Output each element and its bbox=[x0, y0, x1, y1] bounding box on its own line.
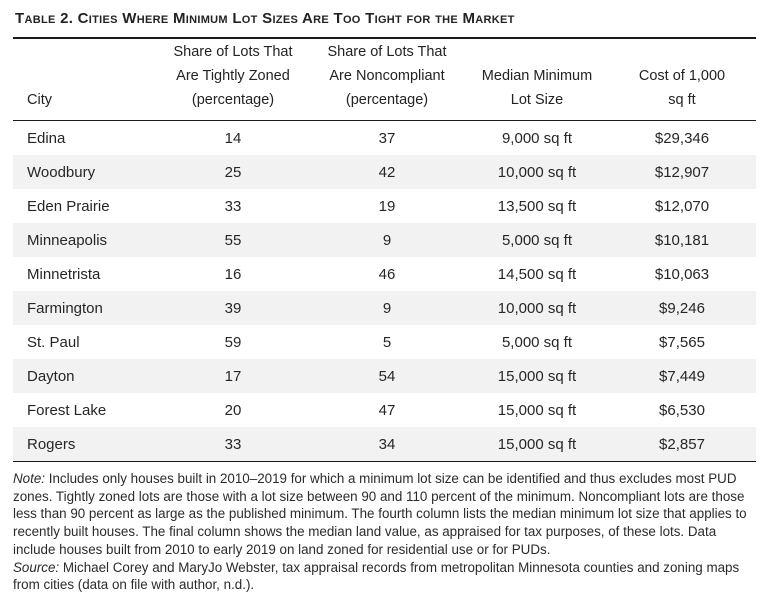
header-line: Share of Lots That bbox=[327, 44, 447, 60]
header-line: (percentage) bbox=[191, 92, 275, 108]
cell-noncompliant: 9 bbox=[382, 231, 392, 249]
cell-noncompliant: 46 bbox=[378, 265, 396, 283]
cell-tightly-zoned: 17 bbox=[224, 367, 242, 385]
cell-cost: $29,346 bbox=[654, 129, 710, 147]
table-row: St. Paul 59 5 5,000 sq ft $7,565 bbox=[13, 325, 756, 359]
cell-city: Dayton bbox=[27, 367, 75, 385]
cell-city: Forest Lake bbox=[27, 401, 107, 419]
header-cell-cost: Cost of 1,000 sq ft bbox=[608, 64, 756, 112]
top-rule bbox=[13, 37, 756, 39]
header-line: City bbox=[27, 92, 52, 108]
cell-city: Farmington bbox=[27, 299, 103, 317]
cell-city: Rogers bbox=[27, 435, 76, 453]
cell-tightly-zoned: 20 bbox=[224, 401, 242, 419]
cell-noncompliant: 9 bbox=[382, 299, 392, 317]
cell-noncompliant: 42 bbox=[378, 163, 396, 181]
cell-tightly-zoned: 33 bbox=[224, 435, 242, 453]
cell-tightly-zoned: 25 bbox=[224, 163, 242, 181]
header-line: Are Tightly Zoned bbox=[176, 68, 290, 84]
cell-noncompliant: 19 bbox=[378, 197, 396, 215]
cell-lot-size: 13,500 sq ft bbox=[497, 197, 577, 215]
cell-lot-size: 14,500 sq ft bbox=[497, 265, 577, 283]
table-row: Woodbury 25 42 10,000 sq ft $12,907 bbox=[13, 155, 756, 189]
table-row: Forest Lake 20 47 15,000 sq ft $6,530 bbox=[13, 393, 756, 427]
cell-lot-size: 15,000 sq ft bbox=[497, 367, 577, 385]
source-label: Source: bbox=[13, 559, 60, 575]
header-cell-noncompliant: Share of Lots That Are Noncompliant (per… bbox=[308, 40, 466, 112]
table-row: Minneapolis 55 9 5,000 sq ft $10,181 bbox=[13, 223, 756, 257]
cell-city: Minneapolis bbox=[27, 231, 108, 249]
cell-cost: $2,857 bbox=[659, 435, 705, 453]
header-line: sq ft bbox=[668, 92, 696, 108]
cell-cost: $12,907 bbox=[654, 163, 710, 181]
cell-noncompliant: 37 bbox=[378, 129, 396, 147]
header-cell-tightly-zoned: Share of Lots That Are Tightly Zoned (pe… bbox=[158, 40, 308, 112]
cell-cost: $7,565 bbox=[659, 333, 705, 351]
cell-city: Edina bbox=[27, 129, 66, 147]
header-cell-city: City bbox=[13, 88, 158, 112]
cell-tightly-zoned: 14 bbox=[224, 129, 242, 147]
table-row: Eden Prairie 33 19 13,500 sq ft $12,070 bbox=[13, 189, 756, 223]
cell-cost: $7,449 bbox=[659, 367, 705, 385]
table-row: Dayton 17 54 15,000 sq ft $7,449 bbox=[13, 359, 756, 393]
header-line: Share of Lots That bbox=[173, 44, 293, 60]
header-line: Are Noncompliant bbox=[329, 68, 445, 84]
header-line: Cost of 1,000 bbox=[638, 68, 726, 84]
cell-lot-size: 5,000 sq ft bbox=[501, 333, 573, 351]
cell-tightly-zoned: 33 bbox=[224, 197, 242, 215]
note-paragraph: Note: Includes only houses built in 2010… bbox=[13, 470, 756, 559]
cell-tightly-zoned: 39 bbox=[224, 299, 242, 317]
table-title: Table 2. Cities Where Minimum Lot Sizes … bbox=[15, 10, 515, 27]
cell-city: St. Paul bbox=[27, 333, 80, 351]
cell-noncompliant: 34 bbox=[378, 435, 396, 453]
source-text: Michael Corey and MaryJo Webster, tax ap… bbox=[13, 559, 740, 593]
cell-noncompliant: 54 bbox=[378, 367, 396, 385]
cell-lot-size: 15,000 sq ft bbox=[497, 401, 577, 419]
bottom-rule bbox=[13, 461, 756, 462]
table-row: Farmington 39 9 10,000 sq ft $9,246 bbox=[13, 291, 756, 325]
table-row: Edina 14 37 9,000 sq ft $29,346 bbox=[13, 121, 756, 155]
cell-city: Eden Prairie bbox=[27, 197, 110, 215]
table-row: Minnetrista 16 46 14,500 sq ft $10,063 bbox=[13, 257, 756, 291]
cell-tightly-zoned: 55 bbox=[224, 231, 242, 249]
table-header: City Share of Lots That Are Tightly Zone… bbox=[13, 39, 756, 121]
table-notes: Note: Includes only houses built in 2010… bbox=[13, 470, 756, 594]
cell-lot-size: 9,000 sq ft bbox=[501, 129, 573, 147]
header-line: Median Minimum bbox=[481, 68, 593, 84]
cell-city: Minnetrista bbox=[27, 265, 101, 283]
cell-lot-size: 10,000 sq ft bbox=[497, 163, 577, 181]
table-body: Edina 14 37 9,000 sq ft $29,346 Woodbury… bbox=[13, 121, 756, 461]
cell-lot-size: 15,000 sq ft bbox=[497, 435, 577, 453]
cell-city: Woodbury bbox=[27, 163, 96, 181]
note-text: Includes only houses built in 2010–2019 … bbox=[13, 471, 747, 557]
cell-cost: $6,530 bbox=[659, 401, 705, 419]
cell-tightly-zoned: 16 bbox=[224, 265, 242, 283]
cell-noncompliant: 47 bbox=[378, 401, 396, 419]
cell-cost: $12,070 bbox=[654, 197, 710, 215]
header-line: Lot Size bbox=[510, 92, 564, 108]
note-label: Note: bbox=[13, 471, 46, 486]
header-line: (percentage) bbox=[345, 92, 429, 108]
cell-cost: $10,063 bbox=[654, 265, 710, 283]
cell-cost: $10,181 bbox=[654, 231, 710, 249]
cell-lot-size: 10,000 sq ft bbox=[497, 299, 577, 317]
header-cell-lot-size: Median Minimum Lot Size bbox=[466, 64, 608, 112]
cell-cost: $9,246 bbox=[659, 299, 705, 317]
cell-tightly-zoned: 59 bbox=[224, 333, 242, 351]
table-row: Rogers 33 34 15,000 sq ft $2,857 bbox=[13, 427, 756, 461]
source-paragraph: Source: Michael Corey and MaryJo Webster… bbox=[13, 559, 756, 594]
cell-lot-size: 5,000 sq ft bbox=[501, 231, 573, 249]
cell-noncompliant: 5 bbox=[382, 333, 392, 351]
